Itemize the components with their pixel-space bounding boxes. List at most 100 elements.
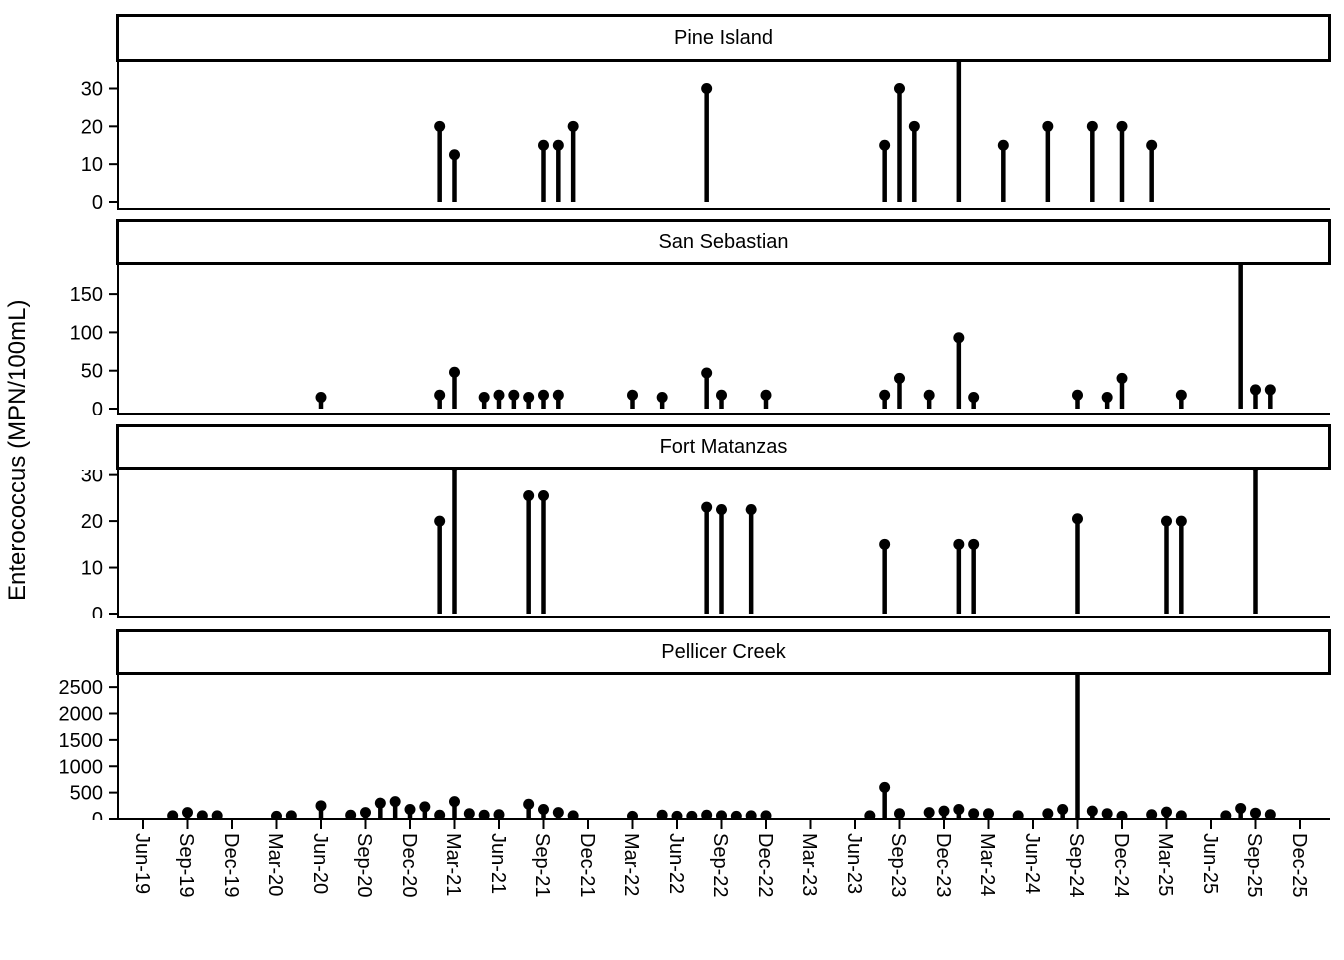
data-point: [923, 389, 935, 401]
data-point: [864, 810, 876, 820]
x-tick-label: Dec-19: [219, 833, 242, 898]
data-point: [893, 82, 905, 94]
x-tick-label: Jun-23: [842, 833, 865, 895]
y-tick-label: 30: [81, 78, 103, 100]
data-point: [1071, 513, 1083, 525]
data-point: [1160, 806, 1172, 818]
x-tick-label: Dec-24: [1109, 833, 1132, 898]
data-point: [448, 366, 460, 378]
data-point: [1249, 807, 1261, 819]
data-point: [181, 807, 193, 819]
x-tick-label: Jun-22: [664, 833, 687, 895]
data-point: [1146, 809, 1158, 820]
y-tick-label: 50: [81, 361, 103, 383]
data-point: [1116, 810, 1128, 820]
data-point: [953, 332, 965, 344]
data-point: [968, 392, 980, 404]
y-tick-label: 30: [81, 470, 103, 487]
data-point: [997, 139, 1009, 151]
data-point: [1101, 808, 1113, 820]
panel-title: Fort Matanzas: [659, 435, 788, 458]
data-point: [523, 392, 535, 404]
data-point: [315, 392, 327, 404]
data-point: [537, 490, 549, 502]
data-point: [315, 800, 327, 812]
x-tick-label: Sep-23: [887, 833, 910, 898]
y-tick-label: 100: [70, 322, 103, 344]
data-point: [1101, 392, 1113, 404]
data-point: [1252, 470, 1259, 471]
data-point: [463, 808, 475, 820]
panel-strip-san-sebastian: San Sebastian: [116, 219, 1331, 265]
data-point: [953, 538, 965, 550]
data-point: [508, 389, 520, 401]
panel-plot-pine-island: 0 10 20 30: [81, 62, 1330, 210]
y-tick-label: 20: [81, 511, 103, 533]
panel-title: Pine Island: [674, 26, 773, 49]
data-point: [879, 781, 891, 793]
data-point: [982, 808, 994, 820]
data-point: [1116, 372, 1128, 384]
x-tick-label: Mar-23: [798, 833, 821, 897]
y-tick-label: 10: [81, 558, 103, 580]
data-point: [1086, 805, 1098, 817]
data-point: [523, 490, 535, 502]
data-point: [285, 810, 297, 820]
data-point: [345, 809, 357, 820]
y-tick-label: 0: [92, 399, 103, 415]
data-point: [879, 538, 891, 550]
x-tick-label: Dec-22: [753, 833, 776, 898]
data-point: [908, 120, 920, 132]
data-point: [671, 810, 683, 820]
data-point: [745, 810, 757, 820]
data-point: [552, 389, 564, 401]
x-tick-label: Jun-21: [486, 833, 509, 895]
data-point: [1220, 810, 1232, 820]
data-point: [1175, 389, 1187, 401]
data-point: [1160, 515, 1172, 527]
data-point: [968, 538, 980, 550]
x-tick-label: Sep-25: [1243, 833, 1266, 898]
data-point: [879, 139, 891, 151]
data-point: [434, 515, 446, 527]
y-tick-label: 2000: [59, 704, 104, 726]
data-point: [760, 810, 772, 820]
data-point: [448, 796, 460, 808]
data-point: [552, 139, 564, 151]
data-point: [1146, 139, 1158, 151]
panel-strip-fort-matanzas: Fort Matanzas: [116, 424, 1331, 470]
data-point: [1057, 804, 1069, 816]
y-tick-label: 1500: [59, 730, 104, 752]
panel-title: Pellicer Creek: [661, 640, 786, 663]
x-tick-label: Mar-25: [1154, 833, 1177, 897]
data-point: [537, 804, 549, 816]
data-point: [626, 389, 638, 401]
panel-strip-pellicer-creek: Pellicer Creek: [116, 629, 1331, 675]
x-tick-label: Mar-21: [442, 833, 465, 897]
data-point: [552, 807, 564, 819]
data-point: [1175, 515, 1187, 527]
data-point: [1042, 120, 1054, 132]
x-tick-label: Dec-21: [575, 833, 598, 898]
y-tick-label: 150: [70, 284, 103, 306]
y-tick-label: 0: [92, 192, 103, 210]
x-tick-label: Dec-20: [397, 833, 420, 898]
x-tick-label: Dec-23: [931, 833, 954, 898]
data-point: [715, 503, 727, 515]
x-tick-label: Jun-19: [131, 833, 153, 895]
data-point: [1071, 389, 1083, 401]
data-point: [196, 810, 208, 820]
data-point: [701, 809, 713, 820]
data-point: [478, 809, 490, 820]
data-point: [211, 810, 223, 820]
data-point: [404, 804, 416, 816]
y-tick-label: 20: [81, 116, 103, 138]
x-tick-label: Dec-25: [1287, 833, 1310, 898]
data-point: [686, 810, 698, 820]
x-tick-label: Jun-24: [1020, 833, 1043, 895]
data-point: [1175, 810, 1187, 820]
data-point: [1042, 808, 1054, 820]
data-point: [1264, 384, 1276, 396]
data-point: [434, 389, 446, 401]
